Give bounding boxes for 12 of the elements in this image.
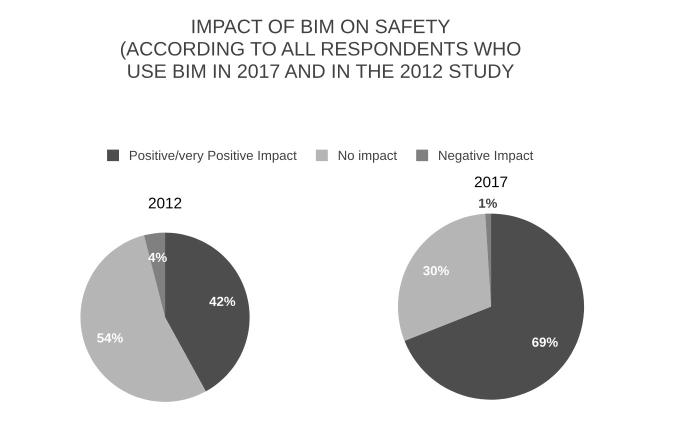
slice-label: 2017 xyxy=(474,176,508,188)
slice-label: 2012 xyxy=(148,198,182,208)
legend-label: Negative Impact xyxy=(439,150,534,163)
data-label: 69% xyxy=(532,337,558,347)
data-label: 54% xyxy=(97,333,123,343)
legend-label: Positive/very Positive Impact xyxy=(130,150,297,163)
data-label: 30% xyxy=(423,266,449,276)
data-label: 1% xyxy=(479,198,498,208)
data-label: 4% xyxy=(148,252,167,262)
legend-label: No impact xyxy=(338,150,397,163)
data-label: 42% xyxy=(209,296,236,306)
chart-title: IMPACT OF BIM ON SAFETY (ACCORDING TO ALL RESPONDENTS WHO USE BIM IN 2017 AND IN THE 2012 STUDY xyxy=(120,20,520,78)
